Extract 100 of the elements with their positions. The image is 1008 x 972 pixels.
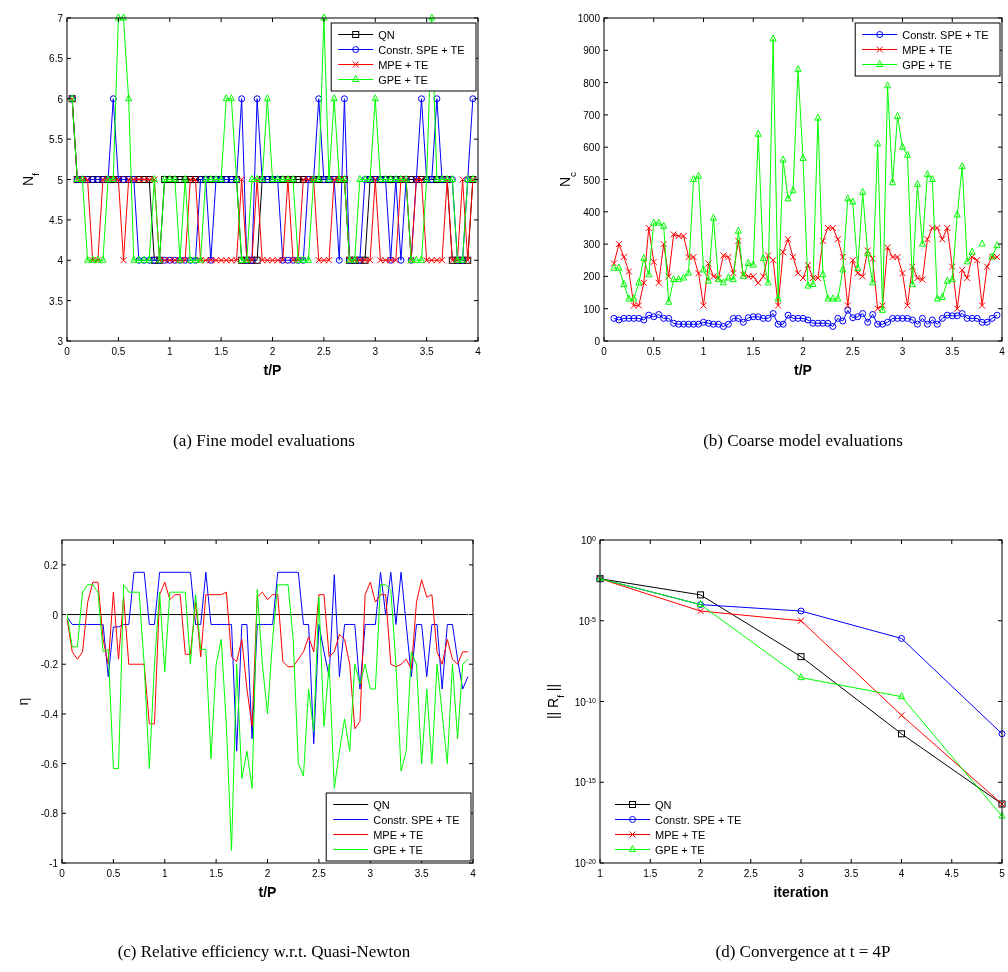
x-tick-label: 3.5	[844, 868, 859, 879]
x-tick-label: 2.5	[316, 346, 332, 357]
legend-label: MPE + TE	[373, 828, 424, 841]
point	[998, 811, 1006, 819]
legend-label: QN	[655, 798, 672, 811]
y-tick-label: -0.6	[40, 758, 59, 770]
y-tick-label: 3.5	[49, 295, 64, 307]
y-tick-label: 400	[583, 206, 601, 218]
y-tick-label: 10$^{-15}$	[574, 776, 597, 789]
legend-label: QN	[378, 28, 395, 41]
x-axis-title: t/P	[258, 884, 277, 900]
x-tick-label: 2.5	[311, 868, 327, 879]
x-tick-label: 3	[798, 868, 805, 879]
x-axis-title: iteration	[773, 884, 829, 900]
point	[898, 711, 905, 719]
x-tick-label: 4	[898, 868, 905, 879]
x-axis-title: t/P	[794, 362, 812, 378]
y-tick-label: 5	[57, 174, 64, 186]
x-tick-label: 1	[700, 346, 707, 357]
x-tick-label: 1.5	[746, 346, 761, 357]
x-tick-label: 1.5	[643, 868, 658, 879]
y-tick-label: 10$^{-20}$	[574, 857, 597, 869]
text: (c) Relative efficiency w.r.t. Quasi-Newton	[117, 942, 411, 961]
x-tick-label: 2.5	[743, 868, 759, 879]
text: (d) Convergence at t = 4P	[715, 942, 891, 961]
y-tick-label: -0.4	[40, 708, 59, 720]
legend-label: GPE + TE	[378, 73, 428, 86]
y-tick-label: 0	[594, 336, 601, 347]
y-tick-label: 10$^{0}$	[580, 534, 597, 546]
point	[797, 653, 805, 661]
text: (a) Fine model evaluations	[173, 431, 355, 450]
point	[797, 607, 805, 615]
legend-label: GPE + TE	[902, 58, 952, 71]
legend-label: GPE + TE	[655, 843, 705, 856]
point	[998, 730, 1006, 738]
legend-label: Constr. SPE + TE	[902, 28, 989, 41]
legend-label: MPE + TE	[655, 828, 706, 841]
y-tick-label: 200	[583, 271, 601, 283]
x-tick-label: 3	[372, 346, 379, 357]
x-tick-label: 3.5	[945, 346, 960, 357]
y-tick-label: 5.5	[49, 134, 64, 146]
y-tick-label: 500	[583, 174, 601, 186]
x-tick-label: 2	[269, 346, 276, 357]
y-tick-label: 1000	[577, 13, 601, 24]
y-tick-label: 7	[57, 13, 64, 24]
y-tick-label: -0.2	[40, 659, 59, 671]
y-tick-label: 6	[57, 93, 64, 105]
legend-label: MPE + TE	[902, 43, 953, 56]
x-tick-label: 3.5	[414, 868, 430, 879]
y-tick-label: 10$^{-10}$	[574, 696, 597, 708]
y-tick-label: -1	[49, 858, 59, 869]
y-tick-label: 6.5	[49, 53, 64, 65]
legend-label: Constr. SPE + TE	[655, 813, 742, 826]
x-tick-label: 2	[264, 868, 271, 879]
x-tick-label: 0	[601, 346, 608, 357]
legend-label: GPE + TE	[373, 843, 423, 856]
y-tick-label: 0	[52, 609, 59, 621]
x-tick-label: 4.5	[944, 868, 960, 879]
legend-label: Constr. SPE + TE	[373, 813, 460, 826]
x-tick-label: 4	[999, 346, 1006, 357]
x-tick-label: 1	[166, 346, 173, 357]
legend-label: QN	[373, 798, 390, 811]
y-tick-label: 4.5	[49, 214, 64, 226]
x-tick-label: 3.5	[419, 346, 435, 357]
y-tick-label: 600	[583, 142, 601, 154]
x-tick-label: 2	[800, 346, 807, 357]
y-tick-label: 10$^{-5}$	[578, 615, 597, 627]
x-tick-label: 0.5	[106, 868, 121, 879]
y-tick-label: 0.2	[44, 559, 59, 571]
point	[898, 730, 905, 738]
y-axis-title: η	[15, 697, 31, 706]
text: (b) Coarse model evaluations	[703, 431, 903, 450]
y-tick-label: 900	[583, 45, 601, 57]
x-tick-label: 1.5	[209, 868, 224, 879]
point	[797, 673, 805, 681]
x-tick-label: 1	[597, 868, 604, 879]
y-tick-label: 100	[583, 303, 601, 315]
x-tick-label: 2.5	[845, 346, 861, 357]
point	[697, 607, 704, 615]
x-tick-label: 3	[367, 868, 374, 879]
y-tick-label: 4	[57, 255, 64, 267]
point	[898, 692, 905, 700]
x-tick-label: 4	[475, 346, 482, 357]
x-tick-label: 1.5	[214, 346, 229, 357]
legend-label: MPE + TE	[378, 58, 429, 71]
y-tick-label: -0.8	[40, 808, 59, 820]
x-tick-label: 0	[64, 346, 71, 357]
x-axis-title: t/P	[263, 362, 282, 378]
point	[697, 591, 704, 599]
legend-label: Constr. SPE + TE	[378, 43, 465, 56]
point	[797, 617, 805, 625]
x-tick-label: 1	[161, 868, 168, 879]
y-tick-label: 800	[583, 77, 601, 89]
x-tick-label: 3	[899, 346, 906, 357]
y-tick-label: 3	[57, 336, 64, 347]
x-tick-label: 4	[470, 868, 477, 879]
y-tick-label: 700	[583, 109, 601, 121]
point	[898, 634, 905, 642]
y-tick-label: 300	[583, 239, 601, 251]
x-tick-label: 5	[999, 868, 1006, 879]
